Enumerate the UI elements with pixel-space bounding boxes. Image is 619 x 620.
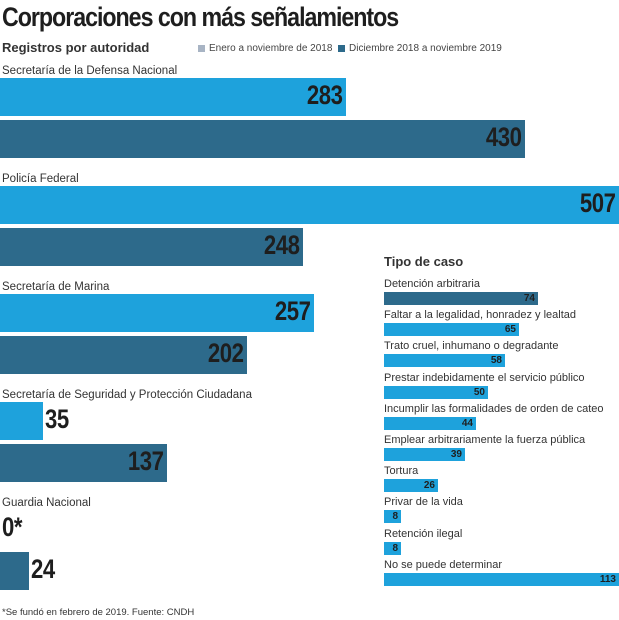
tipo-bar-incumplir-las-formalidades-de-orden-de-cateo [384,416,476,430]
legend-label-2018: Enero a noviembre de 2018 [209,43,333,54]
value-label-secretaria-de-la-defensa-nacional-2018: 283 [307,80,343,110]
tipo-bar-trato-cruel-inhumano-o-degradante [384,354,505,368]
tipo-value-emplear-arbitrariamente-la-fuerza-publica: 39 [450,449,462,460]
bar-policia-federal-2018 [0,186,619,224]
tipo-bar-retencion-ilegal [384,541,401,555]
value-label-policia-federal-2018: 507 [580,188,616,218]
value-label-guardia-nacional-2019: 24 [31,554,55,584]
tipo-bar-prestar-indebidamente-el-servicio-publico [384,385,488,399]
tipo-value-prestar-indebidamente-el-servicio-publico: 50 [473,386,485,398]
value-label-secretaria-de-la-defensa-nacional-2019: 430 [486,122,522,152]
tipo-label-prestar-indebidamente-el-servicio-publico: Prestar indebidamente el servicio públic… [384,371,585,384]
footnote: *Se fundó en febrero de 2019. Fuente: CN… [2,607,195,618]
value-label-secretaria-de-seguridad-y-proteccion-ciudadana-2018: 35 [45,404,69,434]
bar-policia-federal-2019 [0,228,303,266]
tipo-value-retencion-ilegal: 8 [392,542,398,554]
legend-swatch-2018 [198,45,205,52]
bar-secretaria-de-seguridad-y-proteccion-ciudadana-2019 [0,444,167,482]
tipo-label-detencion-arbitraria: Detención arbitraria [384,278,480,290]
bar-secretaria-de-marina-2019 [0,336,247,374]
tipo-label-tortura: Tortura [384,465,419,478]
tipo-bar-privar-de-la-vida [384,510,401,524]
tipo-label-privar-de-la-vida: Privar de la vida [384,496,463,509]
bar-secretaria-de-marina-2018 [0,294,314,332]
tipo-bar-no-se-puede-determinar [384,572,619,586]
legend-item-2019: Diciembre 2018 a noviembre 2019 [338,43,502,54]
bar-secretaria-de-la-defensa-nacional-2018 [0,78,346,116]
tipo-label-retencion-ilegal: Retención ilegal [384,527,463,540]
legend-label-2019: Diciembre 2018 a noviembre 2019 [349,43,502,54]
bar-guardia-nacional-2019 [0,552,29,590]
tipo-value-tortura: 26 [423,480,435,492]
category-label-secretaria-de-marina: Secretaría de Marina [2,281,110,293]
category-label-guardia-nacional: Guardia Nacional [2,497,91,509]
value-label-secretaria-de-seguridad-y-proteccion-ciudadana-2019: 137 [128,446,164,476]
chart-subtitle: Registros por autoridad [2,40,150,55]
category-label-secretaria-de-seguridad-y-proteccion-ciudadana: Secretaría de Seguridad y Protección Ciu… [2,389,252,401]
legend-item-2018: Enero a noviembre de 2018 [198,43,332,54]
tipo-label-emplear-arbitrariamente-la-fuerza-publica: Emplear arbitrariamente la fuerza públic… [384,434,586,446]
category-label-policia-federal: Policía Federal [2,173,79,185]
tipo-bar-faltar-a-la-legalidad-honradez-y-lealtad [384,323,519,337]
tipo-value-detencion-arbitraria: 74 [523,293,535,304]
bar-secretaria-de-seguridad-y-proteccion-ciudadana-2018 [0,402,43,440]
tipo-bar-emplear-arbitrariamente-la-fuerza-publica [384,448,465,461]
tipo-value-faltar-a-la-legalidad-honradez-y-lealtad: 65 [504,324,516,336]
tipo-value-privar-de-la-vida: 8 [392,511,398,523]
value-label-secretaria-de-marina-2019: 202 [208,338,244,368]
value-label-secretaria-de-marina-2018: 257 [275,296,311,326]
value-label-guardia-nacional-2018: 0* [2,512,23,542]
value-label-policia-federal-2019: 248 [264,230,300,260]
tipo-label-no-se-puede-determinar: No se puede determinar [384,558,503,571]
tipo-bar-tortura [384,479,438,493]
tipo-value-trato-cruel-inhumano-o-degradante: 58 [490,355,502,367]
tipo-value-no-se-puede-determinar: 113 [599,573,616,585]
legend-swatch-2019 [338,45,345,52]
tipo-label-incumplir-las-formalidades-de-orden-de-cateo: Incumplir las formalidades de orden de c… [384,402,604,415]
tipo-label-trato-cruel-inhumano-o-degradante: Trato cruel, inhumano o degradante [384,340,559,353]
tipo-label-faltar-a-la-legalidad-honradez-y-lealtad: Faltar a la legalidad, honradez y lealta… [384,309,577,322]
chart-title: Corporaciones con más señalamientos [2,2,399,32]
tipo-value-incumplir-las-formalidades-de-orden-de-cateo: 44 [461,417,473,429]
category-label-secretaria-de-la-defensa-nacional: Secretaría de la Defensa Nacional [2,65,178,77]
tipo-de-caso-title: Tipo de caso [384,254,464,269]
bar-secretaria-de-la-defensa-nacional-2019 [0,120,525,158]
tipo-bar-detencion-arbitraria [384,292,538,305]
